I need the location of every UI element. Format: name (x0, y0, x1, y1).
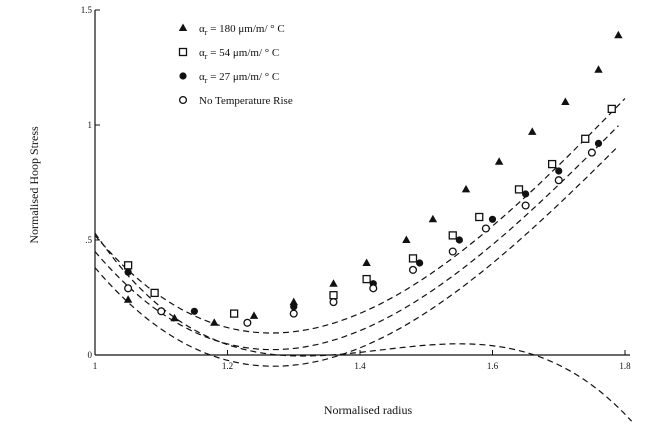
point-series-0 (170, 313, 179, 322)
point-series-1 (362, 274, 371, 284)
point-series-2 (190, 307, 198, 315)
point-series-1 (150, 288, 159, 298)
y-axis-title: Normalised Hoop Stress (27, 126, 41, 244)
point-series-2 (416, 259, 424, 267)
x-tick-label: 1.2 (222, 361, 233, 371)
point-series-1 (408, 254, 418, 263)
point-series-1 (329, 291, 338, 300)
point-series-2 (455, 236, 463, 244)
legend-label-3: No Temperature Rise (199, 95, 293, 107)
point-series-3 (157, 307, 166, 316)
point-series-0 (362, 258, 371, 266)
point-series-2 (290, 303, 298, 311)
point-series-3 (369, 284, 378, 293)
y-tick-label: .5 (85, 235, 92, 245)
y-tick-label: 1.5 (81, 5, 93, 15)
point-series-0 (289, 297, 298, 306)
point-series-0 (461, 184, 471, 193)
data-points (123, 30, 623, 327)
fit-curve-2 (94, 125, 619, 351)
point-series-3 (289, 309, 298, 318)
legend-marker-3 (178, 95, 188, 105)
point-series-0 (402, 235, 411, 243)
fit-curve-0 (94, 232, 633, 422)
point-series-0 (528, 127, 537, 135)
point-series-0 (561, 97, 570, 105)
legend-marker-1 (178, 47, 188, 57)
point-series-3 (554, 176, 563, 185)
point-series-1 (581, 134, 590, 143)
point-series-3 (521, 201, 530, 210)
point-series-2 (594, 139, 603, 147)
point-series-0 (428, 214, 438, 223)
point-series-3 (587, 148, 596, 157)
point-series-1 (547, 159, 557, 169)
x-tick-label: 1.8 (619, 361, 631, 371)
legend: αr = 180 μm/m/ ° C αr = 54 μm/m/ ° C αr = … (178, 23, 293, 107)
point-series-2 (488, 215, 497, 223)
fitted-curves (94, 98, 633, 422)
legend-marker-0 (178, 23, 188, 31)
point-series-0 (329, 279, 338, 287)
point-series-2 (124, 268, 132, 276)
point-series-0 (494, 157, 504, 165)
x-tick-label: 1 (93, 361, 98, 371)
y-tick-label: 1 (88, 120, 93, 130)
fit-curve-3 (94, 145, 619, 367)
point-series-1 (123, 261, 133, 270)
x-tick-label: 1.6 (487, 361, 499, 371)
point-series-0 (614, 30, 623, 39)
point-series-1 (229, 309, 239, 318)
x-axis-title: Normalised radius (324, 403, 413, 417)
point-series-2 (555, 167, 563, 175)
point-series-3 (448, 247, 457, 256)
point-series-1 (514, 185, 524, 194)
y-axis-ticks: 0 .5 1 1.5 (81, 5, 100, 360)
point-series-3 (329, 298, 338, 307)
point-series-0 (210, 318, 219, 326)
point-series-0 (123, 295, 133, 303)
legend-label-2: αr = 27 μm/m/ ° C (199, 71, 279, 85)
legend-label-0: αr = 180 μm/m/ ° C (199, 23, 285, 37)
legend-label-1: αr = 54 μm/m/ ° C (199, 47, 279, 61)
y-tick-label: 0 (88, 350, 93, 360)
x-tick-label: 1.4 (354, 361, 366, 371)
legend-marker-2 (179, 72, 187, 80)
point-series-1 (475, 212, 484, 222)
point-series-3 (243, 318, 252, 327)
point-series-2 (522, 190, 530, 198)
point-series-3 (408, 265, 418, 274)
point-series-1 (607, 104, 616, 114)
point-series-0 (249, 311, 259, 319)
point-series-3 (124, 284, 133, 293)
plot-area: 1 1.2 1.4 1.6 1.8 0 .5 1 1.5 (81, 5, 633, 422)
point-series-0 (594, 65, 603, 73)
point-series-1 (448, 231, 457, 240)
fit-curve-1 (94, 98, 626, 334)
point-series-3 (481, 224, 490, 233)
